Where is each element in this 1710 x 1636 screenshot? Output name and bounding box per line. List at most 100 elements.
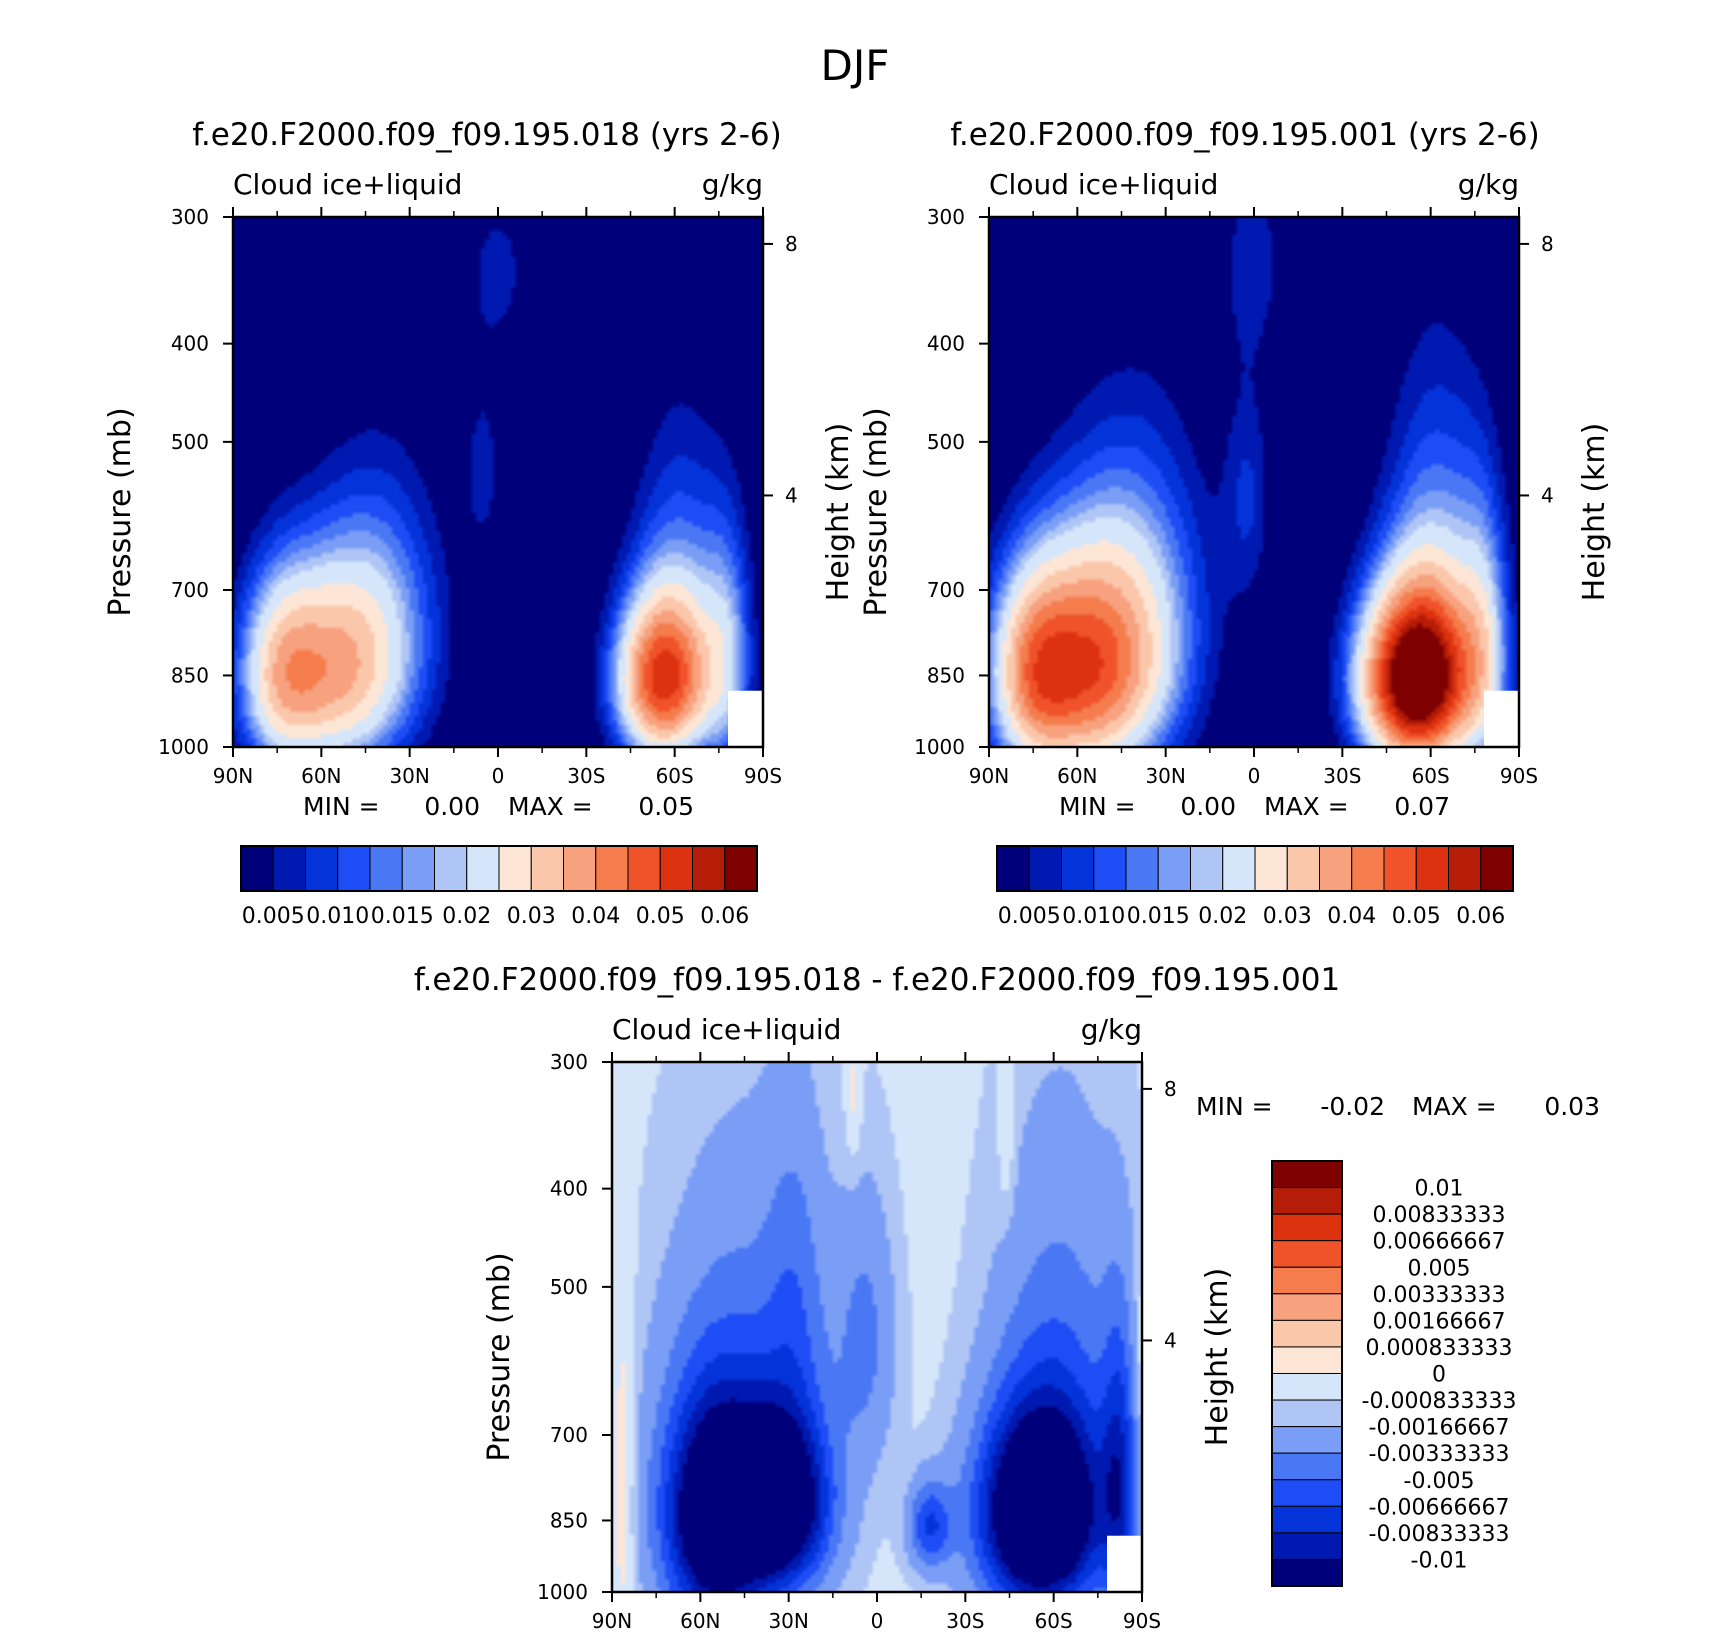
colorbar-box: [1061, 845, 1095, 892]
y2-tick-label: 4: [1541, 483, 1554, 507]
contour-field: [612, 1062, 1142, 1592]
colorbar-label: 0: [1432, 1363, 1446, 1388]
colorbar-label: 0.015: [1127, 904, 1190, 929]
y-tick-label: 850: [927, 663, 965, 687]
colorbar-box: [996, 845, 1030, 892]
colorbar-box: [1271, 1558, 1343, 1587]
colorbar-box: [337, 845, 371, 892]
x-tick-label: 60N: [301, 764, 341, 788]
colorbar-box: [1271, 1240, 1343, 1268]
missing-data-mask: [728, 690, 763, 747]
colorbar-label: 0.04: [1327, 904, 1376, 929]
colorbar: 0.010.008333330.006666670.0050.003333330…: [1271, 1160, 1517, 1587]
colorbar-box: [401, 845, 435, 892]
colorbar-label: -0.00666667: [1369, 1495, 1510, 1520]
colorbar-box: [692, 845, 726, 892]
colorbar-box: [498, 845, 532, 892]
units-label: g/kg: [1458, 168, 1519, 201]
y2-axis-label: Height (km): [1200, 1268, 1235, 1447]
x-tick-label: 30S: [1323, 764, 1361, 788]
max-value: 0.05: [638, 792, 694, 821]
colorbar-box: [1271, 1160, 1343, 1189]
colorbar-box: [1271, 1373, 1343, 1401]
colorbar-box: [1271, 1505, 1343, 1534]
y2-axis-label: Height (km): [1577, 423, 1612, 602]
colorbar-label: 0.005: [242, 904, 305, 929]
max-value: 0.03: [1544, 1092, 1600, 1121]
colorbar-label: -0.01: [1411, 1548, 1468, 1573]
y-axis-label: Pressure (mb): [859, 407, 894, 616]
missing-data-mask: [1107, 1535, 1142, 1592]
panel-3: f.e20.F2000.f09_f09.195.018 - f.e20.F200…: [414, 962, 1600, 1633]
min-label: MIN =: [1196, 1092, 1273, 1121]
colorbar-box: [1271, 1452, 1343, 1481]
x-tick-label: 90N: [969, 764, 1009, 788]
colorbar-box: [1271, 1426, 1343, 1454]
x-tick-label: 30S: [567, 764, 605, 788]
colorbar-label: 0.04: [571, 904, 620, 929]
colorbar-label: 0.000833333: [1366, 1336, 1513, 1361]
colorbar-label: 0.00666667: [1373, 1230, 1506, 1255]
x-tick-label: 0: [871, 1609, 884, 1633]
colorbar-box: [1271, 1293, 1343, 1321]
colorbar-box: [369, 845, 403, 892]
colorbar-frame: [240, 845, 758, 892]
colorbar-box: [563, 845, 597, 892]
x-tick-label: 0: [492, 764, 505, 788]
min-label: MIN =: [1059, 792, 1136, 821]
colorbar-label: 0.00333333: [1373, 1283, 1506, 1308]
colorbar-box: [1319, 845, 1353, 892]
y-tick-label: 1000: [914, 735, 965, 759]
variable-label: Cloud ice+liquid: [989, 168, 1218, 201]
colorbar-box: [1125, 845, 1159, 892]
y-tick-label: 400: [171, 332, 209, 356]
colorbar-label: 0.005: [998, 904, 1061, 929]
y-tick-label: 1000: [158, 735, 209, 759]
colorbar-label: -0.000833333: [1362, 1389, 1517, 1414]
colorbar-box: [1271, 1346, 1343, 1374]
x-tick-label: 60S: [656, 764, 694, 788]
colorbar-label: 0.05: [636, 904, 685, 929]
colorbar-box: [1351, 845, 1385, 892]
colorbar-box: [1271, 1213, 1343, 1242]
colorbar-box: [1271, 1479, 1343, 1507]
colorbar-box: [1190, 845, 1224, 892]
x-tick-label: 90N: [213, 764, 253, 788]
colorbar-box: [1254, 845, 1288, 892]
y-tick-label: 500: [550, 1275, 588, 1299]
y-tick-label: 300: [927, 205, 965, 229]
colorbar-label: 0.00166667: [1373, 1309, 1506, 1334]
colorbar-box: [627, 845, 661, 892]
panel-title: f.e20.F2000.f09_f09.195.018 - f.e20.F200…: [414, 962, 1340, 998]
colorbar-label: 0.02: [442, 904, 491, 929]
x-tick-label: 90S: [1500, 764, 1538, 788]
y-tick-label: 700: [550, 1423, 588, 1447]
colorbar-frame: [1271, 1160, 1343, 1587]
panel-1: f.e20.F2000.f09_f09.195.018 (yrs 2-6) Clo…: [103, 117, 856, 929]
colorbar-box: [1480, 845, 1514, 892]
y-tick-label: 400: [550, 1177, 588, 1201]
colorbar-box: [1271, 1187, 1343, 1215]
colorbar-label: 0.015: [371, 904, 434, 929]
colorbar-box: [434, 845, 468, 892]
y-tick-label: 300: [171, 205, 209, 229]
units-label: g/kg: [702, 168, 763, 201]
x-tick-label: 30N: [389, 764, 429, 788]
y-tick-label: 500: [171, 430, 209, 454]
min-label: MIN =: [303, 792, 380, 821]
x-tick-label: 90S: [744, 764, 782, 788]
colorbar-box: [530, 845, 564, 892]
x-tick-label: 30S: [946, 1609, 984, 1633]
y2-tick-label: 4: [1164, 1328, 1177, 1352]
colorbar-box: [272, 845, 306, 892]
y-tick-label: 850: [171, 663, 209, 687]
colorbar-label: 0.03: [507, 904, 556, 929]
y-tick-label: 1000: [537, 1580, 588, 1604]
y-axis-label: Pressure (mb): [103, 407, 138, 616]
colorbar-box: [1271, 1399, 1343, 1428]
colorbar-box: [1271, 1266, 1343, 1295]
y-tick-label: 500: [927, 430, 965, 454]
colorbar-box: [724, 845, 758, 892]
contour-field: [233, 217, 763, 747]
x-tick-label: 60S: [1412, 764, 1450, 788]
